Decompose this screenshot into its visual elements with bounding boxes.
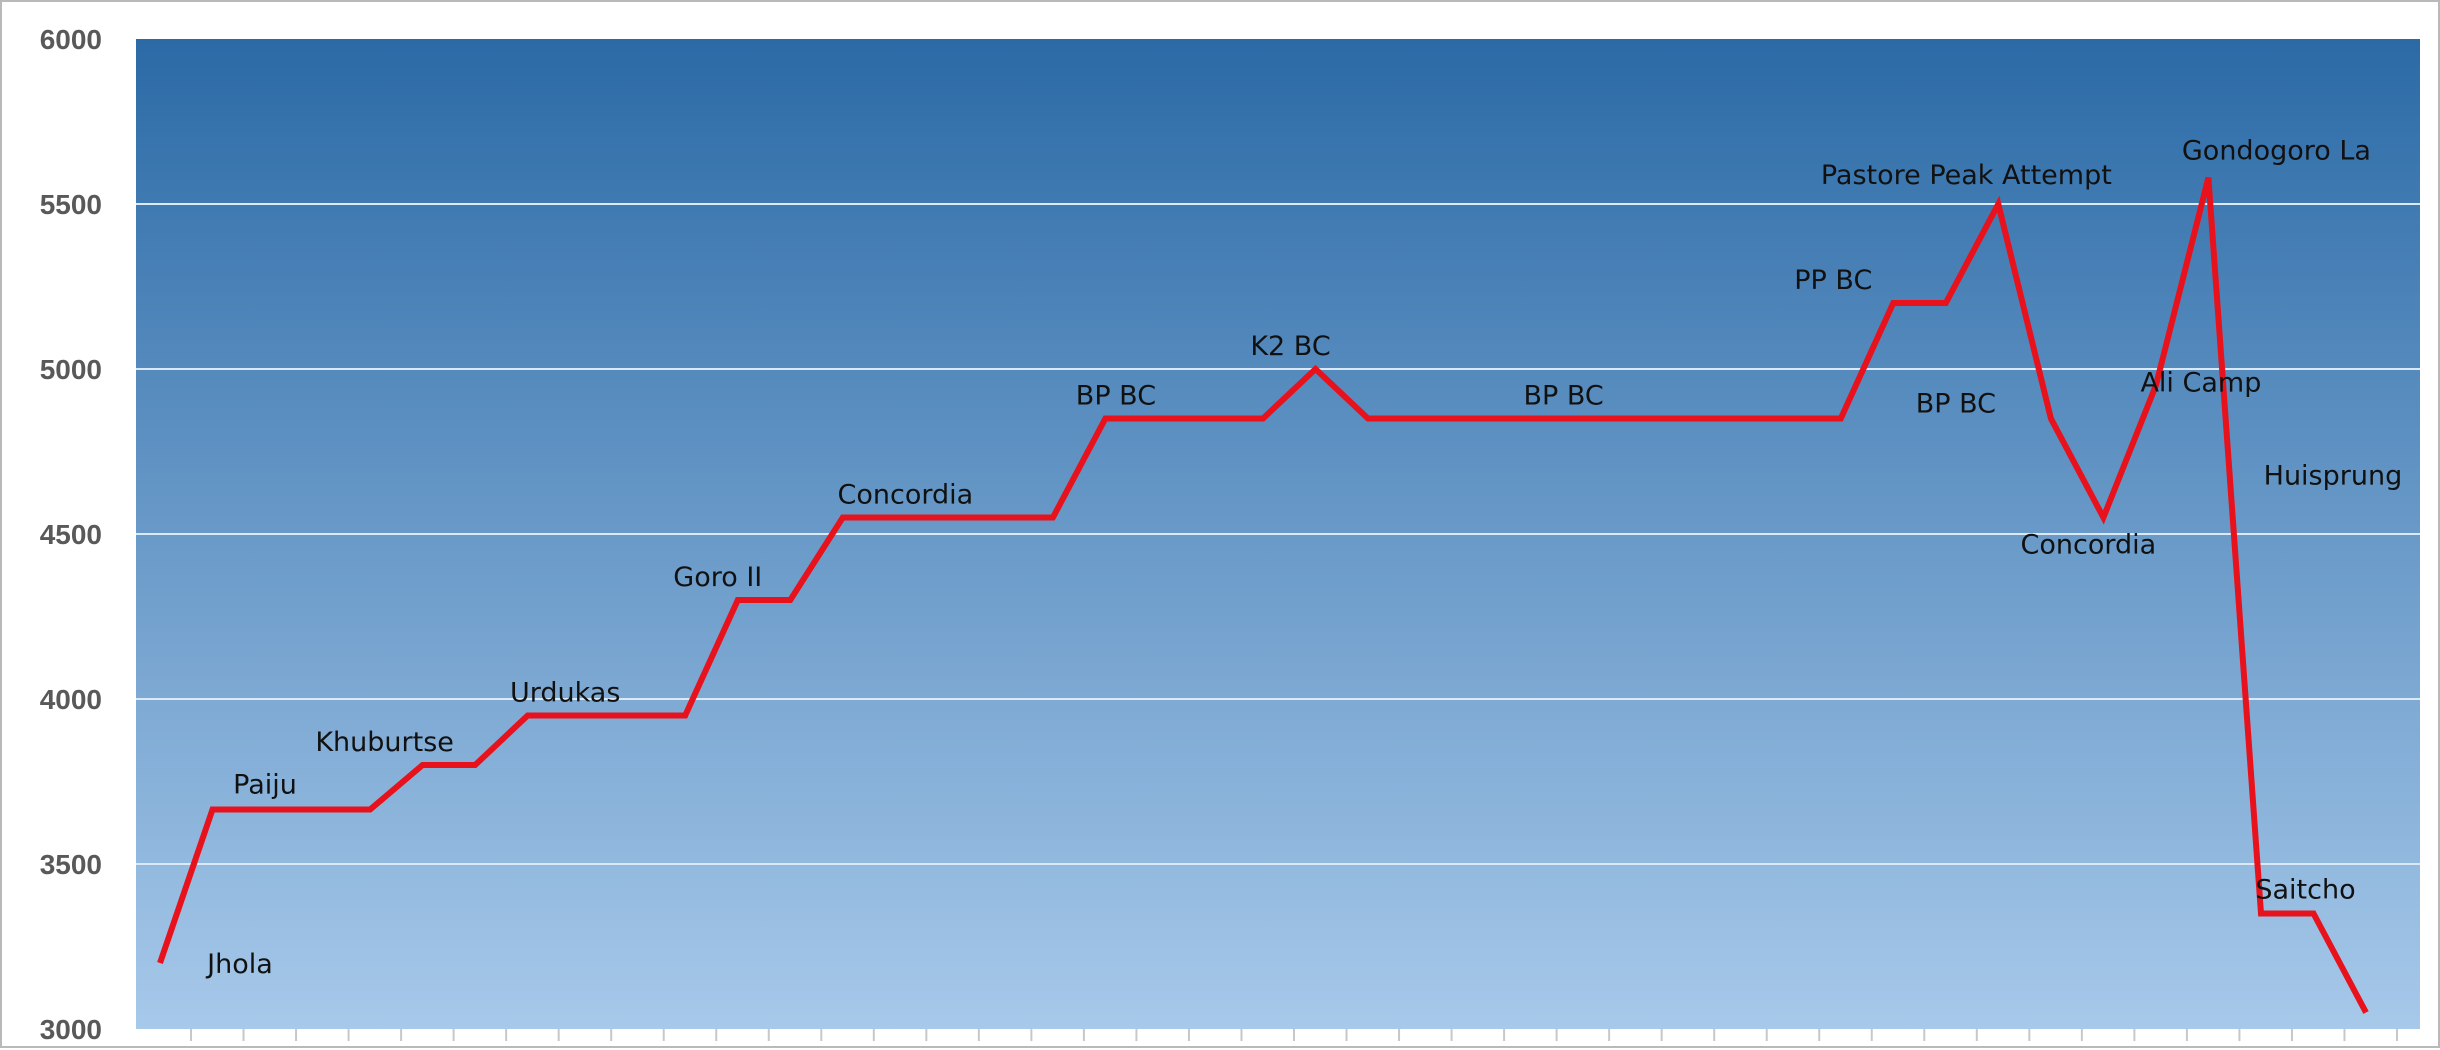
- point-label: Concordia: [2021, 530, 2157, 561]
- point-label: Gondogoro La: [2182, 136, 2371, 167]
- point-labels: Jhola Paiju Khuburtse Urdukas Goro II Concord…: [205, 136, 2402, 980]
- point-label: K2 BC: [1250, 331, 1330, 362]
- point-label: Concordia: [837, 480, 973, 511]
- point-label: Jhola: [205, 949, 273, 980]
- point-label: BP BC: [1076, 381, 1156, 412]
- point-label: Huisprung: [2264, 461, 2403, 492]
- y-tick-label-4000: 4000: [40, 684, 102, 715]
- point-label: Paiju: [233, 770, 297, 801]
- y-tick-label-6000: 6000: [40, 24, 102, 55]
- point-label: BP BC: [1916, 389, 1996, 420]
- point-label: Saitcho: [2255, 875, 2355, 906]
- y-tick-label-3000: 3000: [40, 1014, 102, 1045]
- y-tick-label-5000: 5000: [40, 354, 102, 385]
- y-tick-label-5500: 5500: [40, 189, 102, 220]
- y-tick-label-3500: 3500: [40, 849, 102, 880]
- gridlines: [136, 203, 2420, 865]
- y-axis-tick-labels: 3000 3500 4000 4500 5000 5500 6000: [40, 24, 102, 1045]
- point-label: Ali Camp: [2140, 368, 2261, 399]
- point-label: PP BC: [1794, 265, 1872, 296]
- series-line-0: [157, 176, 2369, 1014]
- y-tick-label-4500: 4500: [40, 519, 102, 550]
- point-label: BP BC: [1523, 381, 1603, 412]
- point-label: Pastore Peak Attempt: [1821, 160, 2112, 191]
- x-axis-ticks: [190, 1029, 2398, 1041]
- point-label: Goro II: [673, 562, 762, 593]
- point-label: Khuburtse: [315, 727, 454, 758]
- point-label: Urdukas: [510, 678, 620, 709]
- series-lines: [157, 176, 2369, 1014]
